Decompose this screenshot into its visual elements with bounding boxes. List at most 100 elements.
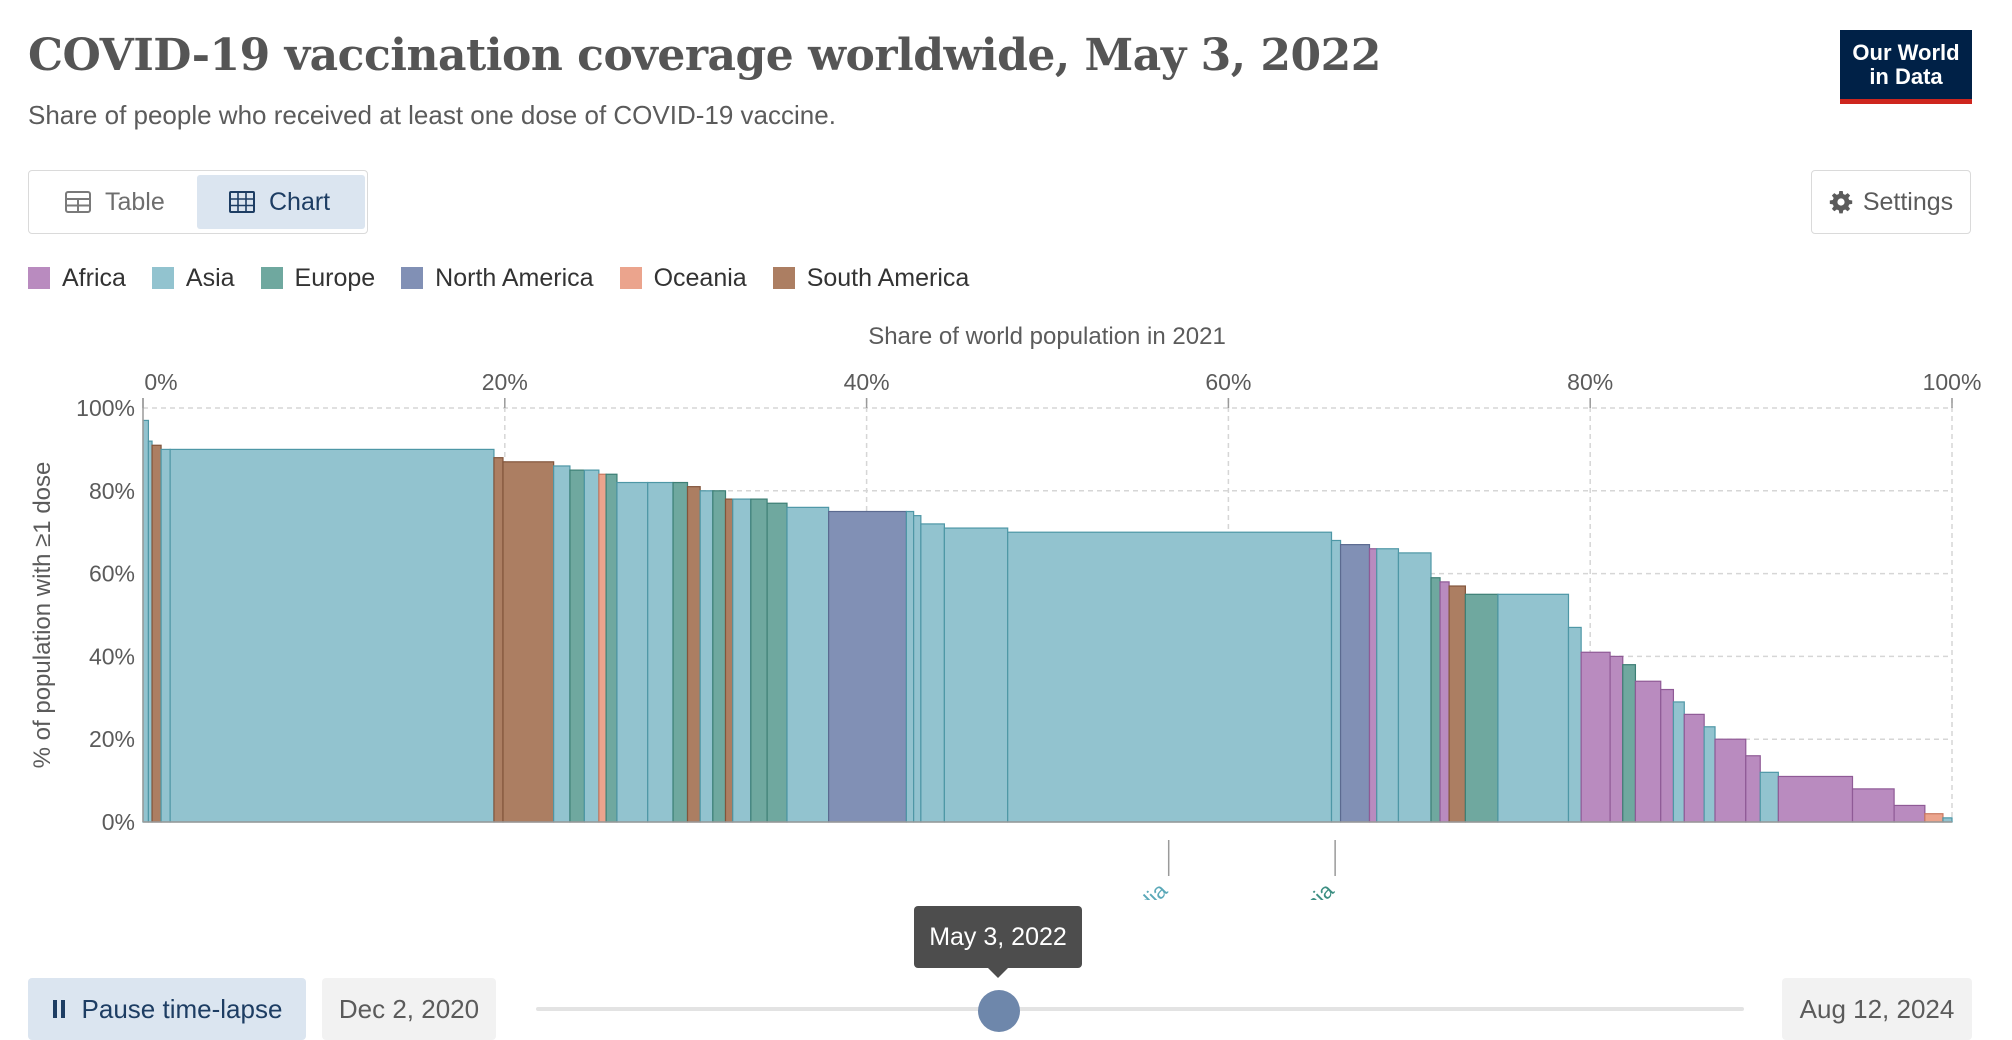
bar-oceania [598,473,607,823]
bar-asia [1397,552,1432,823]
legend: Africa Asia Europe North America Oceania… [28,262,995,294]
bar-africa [1439,581,1450,823]
pause-icon [52,1000,66,1018]
chart-subtitle: Share of people who received at least on… [28,100,836,130]
y-tick-label: 80% [89,478,135,504]
timeline-slider-handle[interactable] [978,990,1020,1032]
bar-oceania [1924,813,1944,823]
legend-label: South America [806,263,970,292]
legend-label: Oceania [653,263,747,292]
bar-asia [553,465,571,823]
bar-africa [1660,688,1675,823]
legend-label: North America [435,263,594,292]
owid-logo[interactable]: Our World in Data [1840,30,1972,104]
bar-south-america [502,461,555,823]
bar-asia [943,527,1009,823]
bar-south-america [1448,585,1466,823]
bar-asia [920,523,945,823]
pause-timelapse-button[interactable]: Pause time-lapse [28,978,306,1040]
bar-asia [786,506,830,823]
bar-south-america [724,498,734,823]
x-tick-label: 40% [844,369,890,395]
x-tick-label: 100% [1923,369,1982,395]
bar-asia [732,498,752,823]
vaccination-chart: 0% 20% 40% 60% 80% 100% 0% 20% 40% 60% 80% 100% Sha… [29,323,1981,900]
bar-asia [905,510,915,823]
bar-asia [1759,771,1779,823]
bar-asia [583,469,600,823]
axes: 0% 20% 40% 60% 80% 100% 0% 20% 40% 60% 80% 100% [76,369,1981,835]
bar-europe [569,469,585,823]
bar-africa [1609,655,1624,823]
timeline-end-date[interactable]: Aug 12, 2024 [1782,978,1972,1040]
bar-asia [1567,626,1582,823]
legend-item-oceania[interactable]: Oceania [619,263,747,293]
y-axis-title: % of population with ≥1 dose [29,462,56,769]
annotations: India Lithuania [1121,840,1339,900]
tab-chart[interactable]: Chart [197,175,365,229]
bar-asia [1703,726,1716,823]
view-tabs: Table Chart [28,170,368,234]
bar-south-america [493,457,504,823]
chart-title: COVID-19 vaccination coverage worldwide,… [28,30,1381,81]
legend-swatch [151,267,174,289]
legend-label: Africa [62,263,126,292]
bar-africa [1634,680,1662,823]
bar-africa [1777,775,1854,823]
bar-asia [1330,539,1342,823]
y-tick-label: 60% [89,561,135,587]
y-tick-label: 0% [102,809,135,835]
legend-item-africa[interactable]: Africa [28,264,126,293]
bar-south-america [686,486,701,823]
legend-item-europe[interactable]: Europe [260,264,375,293]
x-axis-title: Share of world population in 2021 [868,323,1226,350]
bar-africa [1683,713,1705,823]
bars [142,419,1953,823]
y-tick-label: 100% [76,395,135,421]
bar-asia [1672,701,1685,823]
bar-asia [616,481,649,823]
logo-line-1: Our World [1852,40,1960,65]
bar-africa [1580,651,1611,823]
tab-table[interactable]: Table [33,175,221,229]
x-tick-label: 80% [1567,369,1613,395]
bar-europe [1622,664,1637,823]
x-tick-label: 20% [482,369,528,395]
bar-asia [160,448,171,823]
y-tick-label: 20% [89,726,135,752]
bar-europe [712,490,727,823]
annotation-label: India [1121,877,1173,900]
bar-africa [1851,788,1895,823]
bar-asia [699,490,714,823]
legend-swatch [772,267,795,289]
table-icon [65,191,91,213]
bar-africa [1368,548,1378,823]
timeline-start-date[interactable]: Dec 2, 2020 [322,978,496,1040]
legend-item-north-america[interactable]: North America [401,263,594,293]
chart-icon [229,191,255,213]
bar-africa [1714,738,1747,823]
x-tick-label: 0% [144,369,177,395]
bar-asia [169,448,495,823]
bar-europe [1464,593,1499,823]
settings-label: Settings [1862,187,1954,216]
bar-europe [750,498,768,823]
bar-north-america [1339,544,1371,823]
settings-button[interactable]: Settings [1811,170,1971,234]
bar-asia [913,515,922,823]
bar-asia [647,481,674,823]
gear-icon [1829,191,1853,214]
legend-label: Asia [185,263,235,292]
bar-europe [672,481,689,823]
bar-asia [1497,593,1570,823]
legend-swatch [260,267,283,289]
bar-europe [766,502,788,823]
legend-item-asia[interactable]: Asia [151,263,235,293]
bar-asia [1007,531,1333,823]
bar-asia [1376,548,1400,823]
timeline-track[interactable] [536,1007,1744,1011]
bar-europe [605,473,618,823]
bar-south-america [151,444,162,823]
bar-africa [1893,804,1926,823]
legend-item-south-america[interactable]: South America [772,263,970,293]
